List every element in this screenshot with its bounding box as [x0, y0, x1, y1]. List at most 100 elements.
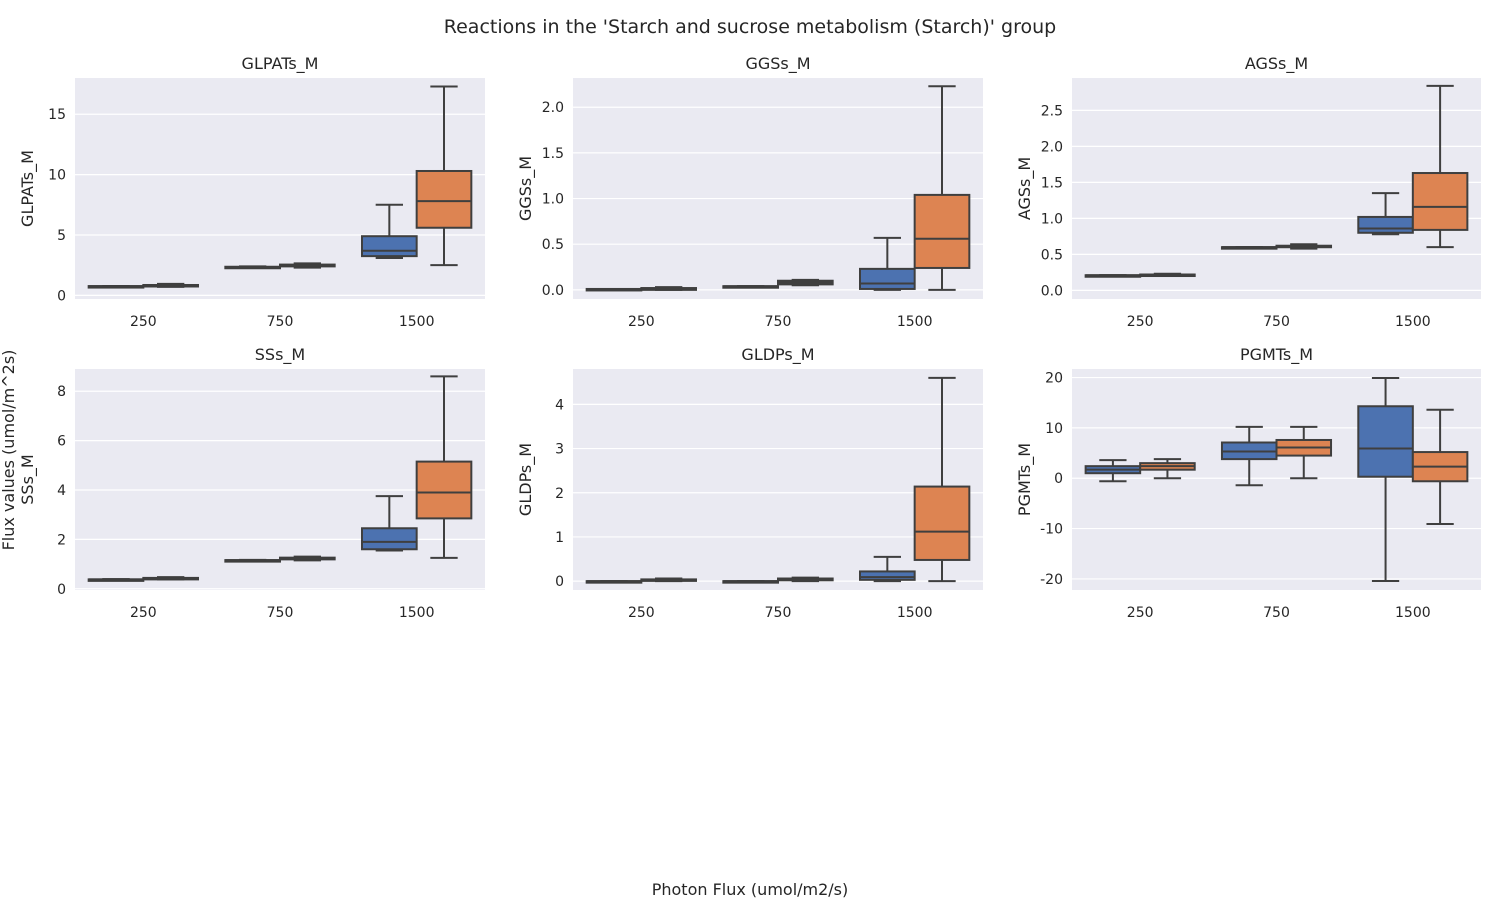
- y-tick-label: 4: [555, 397, 564, 413]
- subplot-title: SSs_M: [255, 345, 305, 365]
- y-tick-label: 0.0: [542, 283, 564, 299]
- box-blue-750: [224, 558, 281, 563]
- y-tick-label: 8: [57, 384, 66, 400]
- y-tick-label: 2: [555, 486, 564, 502]
- box-blue-250: [87, 284, 145, 289]
- box-orange-1500: [415, 375, 473, 559]
- subplot-title: GGSs_M: [745, 54, 810, 74]
- subplot-title: PGMTs_M: [1240, 345, 1313, 365]
- y-tick-label: 2: [57, 532, 66, 548]
- box-orange-750: [1275, 243, 1333, 250]
- box-blue-1500: [361, 495, 418, 552]
- x-tick-label: 250: [1127, 605, 1154, 621]
- iqr-box: [1357, 215, 1414, 234]
- y-axis-label: GLPATs_M: [18, 150, 38, 227]
- box-orange-1500: [1411, 408, 1469, 526]
- y-tick-label: 1: [555, 530, 564, 546]
- box-orange-750: [777, 278, 834, 287]
- iqr-box: [361, 235, 418, 258]
- iqr-box: [913, 485, 971, 561]
- box-orange-1500: [1411, 84, 1469, 249]
- y-axis-label: GLDPs_M: [516, 443, 536, 516]
- x-tick-label: 750: [267, 314, 294, 330]
- iqr-box: [913, 193, 971, 269]
- box-blue-1500: [1357, 377, 1414, 582]
- iqr-box: [859, 267, 916, 290]
- box-blue-250: [585, 580, 643, 584]
- box-blue-1500: [361, 203, 418, 259]
- subplot-ggss-m: 0.0 0.5 1.0 1.5 2.0 250 750 1500 GGSs_M GGSs_M: [516, 54, 983, 330]
- y-tick-label: 20: [1045, 371, 1063, 387]
- y-tick-label: 5: [57, 228, 66, 244]
- box-blue-1500: [859, 236, 916, 291]
- box-orange-250: [640, 286, 697, 291]
- y-tick-label: 2.0: [1041, 139, 1063, 155]
- figure-y-axis-label: Flux values (umol/m^2s): [0, 350, 18, 551]
- y-tick-label: 0.0: [1041, 283, 1063, 299]
- box-orange-1500: [415, 85, 473, 267]
- x-tick-label: 1500: [399, 605, 435, 621]
- x-tick-label: 750: [765, 605, 792, 621]
- x-tick-label: 250: [130, 314, 157, 330]
- box-blue-1500: [859, 555, 916, 583]
- y-tick-label: 0: [57, 582, 66, 598]
- y-tick-label: 0: [1054, 471, 1063, 487]
- x-tick-label: 250: [628, 314, 655, 330]
- box-orange-1500: [913, 376, 971, 583]
- box-orange-250: [142, 576, 199, 581]
- x-tick-label: 750: [1263, 314, 1290, 330]
- y-tick-label: 0: [555, 574, 564, 590]
- box-orange-750: [279, 262, 336, 269]
- box-blue-750: [224, 265, 281, 270]
- box-orange-250: [640, 577, 697, 583]
- x-tick-label: 750: [765, 314, 792, 330]
- y-tick-label: -20: [1040, 572, 1063, 588]
- box-blue-750: [722, 580, 779, 584]
- subplot-pgmts-m: -20 -10 0 10 20 250 750 1500 PGMTs_M PGMTs_M: [1015, 345, 1481, 621]
- subplot-gldps-m: 0 1 2 3 4 250 750 1500 GLDPs_M GLDPs_M: [516, 345, 983, 621]
- iqr-box: [859, 570, 916, 581]
- y-tick-label: 10: [48, 168, 66, 184]
- y-tick-label: 10: [1045, 421, 1063, 437]
- box-orange-250: [1139, 458, 1196, 480]
- x-tick-label: 1500: [897, 314, 933, 330]
- iqr-box: [361, 527, 418, 551]
- x-tick-label: 250: [628, 605, 655, 621]
- x-tick-label: 1500: [399, 314, 435, 330]
- y-axis-label: GGSs_M: [516, 156, 536, 221]
- iqr-box: [415, 169, 473, 229]
- subplot-title: GLDPs_M: [741, 345, 814, 365]
- x-tick-label: 1500: [897, 605, 933, 621]
- box-blue-1500: [1357, 192, 1414, 236]
- x-tick-label: 750: [1263, 605, 1290, 621]
- subplot-glpats-m: 0 5 10 15 250 750 1500 GLPATs_M GLPATs_M: [18, 54, 485, 330]
- y-tick-label: 6: [57, 434, 66, 450]
- y-tick-label: 0: [57, 288, 66, 304]
- figure-title: Reactions in the 'Starch and sucrose met…: [444, 16, 1056, 38]
- y-tick-label: 1.5: [542, 146, 564, 162]
- box-orange-750: [279, 555, 336, 562]
- y-tick-label: 1.0: [542, 192, 564, 208]
- y-tick-label: 4: [57, 483, 66, 499]
- box-orange-750: [1275, 425, 1333, 480]
- subplot-title: AGSs_M: [1245, 54, 1308, 74]
- y-axis-label: SSs_M: [18, 454, 38, 504]
- iqr-box: [1411, 172, 1469, 231]
- subplot-sss-m: 0 2 4 6 8 250 750 1500 SSs_M SSs_M: [18, 345, 485, 621]
- x-tick-label: 1500: [1395, 605, 1431, 621]
- y-tick-label: 3: [555, 442, 564, 458]
- x-tick-label: 250: [1127, 314, 1154, 330]
- box-blue-250: [585, 287, 643, 292]
- box-blue-750: [1220, 246, 1278, 250]
- iqr-box: [415, 460, 473, 520]
- box-orange-750: [777, 576, 834, 583]
- box-orange-250: [142, 282, 199, 288]
- y-tick-label: 0.5: [542, 237, 564, 253]
- subplot-agss-m: 0.0 0.5 1.0 1.5 2.0 2.5 250 750 1500 AGSs_M AGSs_M: [1015, 54, 1481, 330]
- iqr-box: [1357, 405, 1414, 478]
- box-orange-250: [1139, 272, 1196, 278]
- y-tick-label: 1.5: [1041, 175, 1063, 191]
- y-axis-label: AGSs_M: [1015, 157, 1035, 220]
